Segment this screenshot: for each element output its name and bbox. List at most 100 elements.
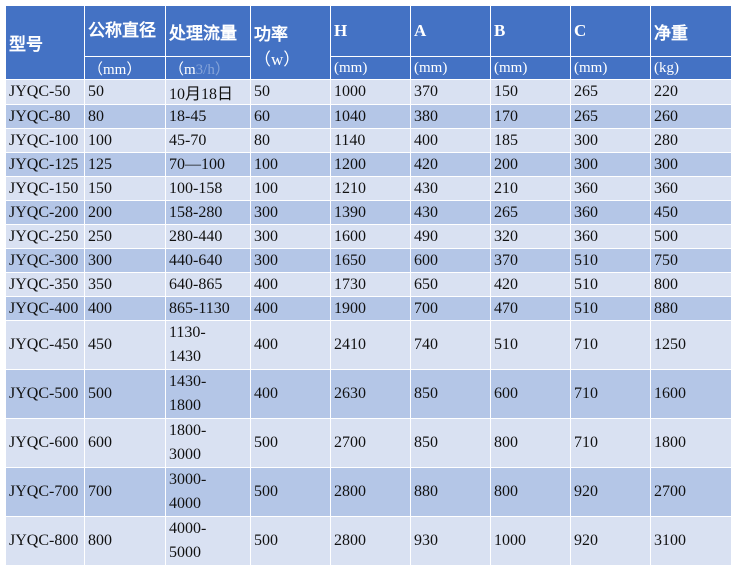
table-row: JYQC-50 50 10月18日 50 1000 370 150 265 220 (5, 79, 732, 105)
table-cell: 440-640 (165, 248, 251, 273)
table-cell: 710 (570, 320, 651, 370)
table-cell: 400 (250, 272, 331, 297)
table-cell: 500 (250, 467, 331, 517)
table-cell: 80 (84, 104, 166, 129)
table-row: JYQC-150 150 100-158 100 1210 430 210 360 360 (5, 176, 732, 201)
table-cell: 1000 (490, 516, 571, 566)
table-cell: 880 (410, 467, 491, 517)
table-cell: 800 (490, 418, 571, 468)
table-cell: 400 (410, 128, 491, 153)
table-cell: 380 (410, 104, 491, 129)
table-cell: 880 (650, 296, 732, 321)
table-cell: 500 (84, 369, 166, 419)
table-cell: 400 (250, 369, 331, 419)
table-cell: 510 (570, 272, 651, 297)
table-cell: 1600 (650, 369, 732, 419)
table-cell: JYQC-800 (5, 516, 85, 566)
table-row: JYQC-350 350 640-865 400 1730 650 420 510 800 (5, 272, 732, 297)
table-cell: 158-280 (165, 200, 251, 225)
table-cell: 400 (84, 296, 166, 321)
header-h: H (330, 5, 411, 57)
table-cell: 920 (570, 467, 651, 517)
table-cell: 750 (650, 248, 732, 273)
table-cell: 1250 (650, 320, 732, 370)
table-cell: 220 (650, 79, 732, 105)
table-cell: 100 (84, 128, 166, 153)
table-cell: 1040 (330, 104, 411, 129)
spec-table: 型号 公称直径 处理流量 功率 （w） H A B C 净重 （mm） （m3/h… (5, 5, 732, 566)
table-cell: 1130- 1430 (165, 320, 251, 370)
table-cell: 470 (490, 296, 571, 321)
table-cell: 100 (250, 176, 331, 201)
table-cell: 1730 (330, 272, 411, 297)
table-cell: 500 (250, 418, 331, 468)
unit-b: (mm) (490, 56, 571, 80)
unit-weight: (kg) (650, 56, 732, 80)
table-cell: 2700 (330, 418, 411, 468)
table-cell: 360 (570, 176, 651, 201)
unit-a: (mm) (410, 56, 491, 80)
table-row: JYQC-400 400 865-1130 400 1900 700 470 510 880 (5, 296, 732, 321)
table-cell: 300 (250, 248, 331, 273)
table-cell: 600 (410, 248, 491, 273)
table-row: JYQC-800 800 4000- 5000 500 2800 930 1000 920 310… (5, 516, 732, 566)
table-cell: 700 (410, 296, 491, 321)
table-row: JYQC-500 500 1430- 1800 400 2630 850 600 710 1600 (5, 369, 732, 419)
header-power: 功率 （w） (250, 5, 331, 80)
table-cell: 500 (250, 516, 331, 566)
table-cell: 4000- 5000 (165, 516, 251, 566)
table-row: JYQC-200 200 158-280 300 1390 430 265 360 450 (5, 200, 732, 225)
header-diameter: 公称直径 (84, 5, 166, 57)
table-cell: 150 (490, 79, 571, 105)
table-cell: 450 (650, 200, 732, 225)
table-cell: JYQC-700 (5, 467, 85, 517)
table-cell: 1600 (330, 224, 411, 249)
table-cell: 420 (490, 272, 571, 297)
table-cell: 370 (410, 79, 491, 105)
table-cell: 300 (570, 152, 651, 177)
table-cell: 210 (490, 176, 571, 201)
unit-flow: （m3/h） (165, 56, 251, 80)
table-cell: 300 (250, 224, 331, 249)
table-cell: 3000- 4000 (165, 467, 251, 517)
header-a: A (410, 5, 491, 57)
table-cell: 1210 (330, 176, 411, 201)
table-cell: 2800 (330, 516, 411, 566)
table-cell: 920 (570, 516, 651, 566)
table-cell: 1140 (330, 128, 411, 153)
table-cell: 80 (250, 128, 331, 153)
table-cell: JYQC-350 (5, 272, 85, 297)
table-cell: 510 (570, 296, 651, 321)
table-cell: 300 (84, 248, 166, 273)
table-cell: JYQC-50 (5, 79, 85, 105)
table-cell: 350 (84, 272, 166, 297)
table-cell: 800 (84, 516, 166, 566)
unit-h: (mm) (330, 56, 411, 80)
table-cell: 50 (250, 79, 331, 105)
table-cell: 360 (650, 176, 732, 201)
table-cell: 1430- 1800 (165, 369, 251, 419)
table-cell: 18-45 (165, 104, 251, 129)
header-model: 型号 (5, 5, 85, 80)
table-cell: 850 (410, 369, 491, 419)
table-cell: 450 (84, 320, 166, 370)
table-cell: 70—100 (165, 152, 251, 177)
table-cell: 400 (250, 296, 331, 321)
table-cell: JYQC-500 (5, 369, 85, 419)
table-cell: 490 (410, 224, 491, 249)
table-row: JYQC-300 300 440-640 300 1650 600 370 510 750 (5, 248, 732, 273)
table-cell: 1900 (330, 296, 411, 321)
table-cell: 500 (650, 224, 732, 249)
unit-diameter: （mm） (84, 56, 166, 80)
table-cell: 260 (650, 104, 732, 129)
table-cell: 850 (410, 418, 491, 468)
table-cell: 700 (84, 467, 166, 517)
table-cell: 650 (410, 272, 491, 297)
table-cell: 300 (650, 152, 732, 177)
table-cell: 400 (250, 320, 331, 370)
table-cell: 360 (570, 224, 651, 249)
table-cell: 185 (490, 128, 571, 153)
table-cell: 125 (84, 152, 166, 177)
table-row: JYQC-600 600 1800- 3000 500 2700 850 800 710 1800 (5, 418, 732, 468)
table-cell: 150 (84, 176, 166, 201)
